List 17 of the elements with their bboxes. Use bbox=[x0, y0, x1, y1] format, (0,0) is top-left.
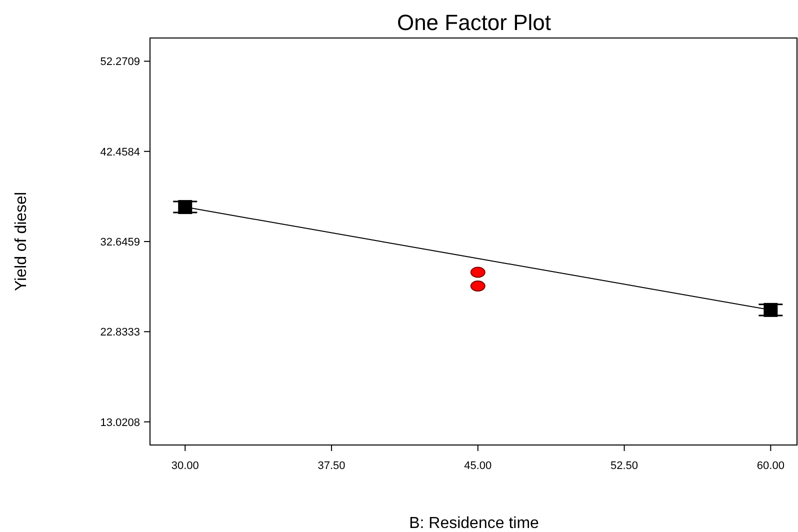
x-tick-label: 37.50 bbox=[318, 460, 346, 472]
point bbox=[178, 200, 192, 214]
y-tick-label: 42.4584 bbox=[100, 146, 140, 158]
chart-title: One Factor Plot bbox=[396, 10, 552, 35]
x-tick-label: 30.00 bbox=[171, 460, 199, 472]
point bbox=[764, 302, 778, 317]
x-axis-title: B: Residence time bbox=[409, 515, 540, 532]
y-axis-title: Yield of diesel bbox=[13, 192, 30, 292]
y-tick-label: 52.2709 bbox=[100, 56, 140, 68]
point bbox=[470, 280, 486, 292]
y-tick-label: 13.0208 bbox=[100, 416, 140, 429]
x-tick-label: 45.00 bbox=[464, 460, 492, 472]
y-tick-label: 32.6459 bbox=[100, 236, 140, 249]
point bbox=[470, 266, 486, 278]
x-tick-label: 60.00 bbox=[756, 460, 784, 472]
y-tick-label: 22.8333 bbox=[100, 326, 140, 339]
x-tick-label: 52.50 bbox=[610, 460, 638, 472]
